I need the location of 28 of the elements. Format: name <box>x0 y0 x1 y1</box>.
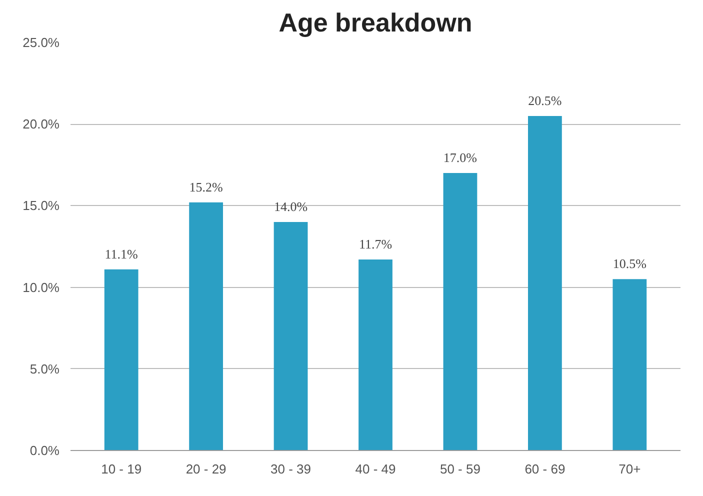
x-tick-label: 70+ <box>618 462 641 476</box>
bar <box>443 173 478 450</box>
data-label: 11.1% <box>104 246 138 262</box>
data-label: 20.5% <box>528 92 562 108</box>
data-label: 14.0% <box>274 199 308 214</box>
y-tick-label: 20.0% <box>22 116 60 132</box>
bar <box>528 116 562 450</box>
x-tick-label: 30 - 39 <box>270 462 312 476</box>
x-tick-label: 60 - 69 <box>524 462 566 476</box>
bar <box>612 279 647 450</box>
y-tick-label: 5.0% <box>30 361 60 376</box>
data-label: 10.5% <box>612 256 647 272</box>
x-tick-label: 20 - 29 <box>186 462 226 476</box>
y-tick-label: 0.0% <box>30 443 60 458</box>
y-tick-label: 15.0% <box>22 198 60 214</box>
data-label: 15.2% <box>189 179 224 194</box>
x-tick-label: 10 - 19 <box>101 462 142 476</box>
y-tick-label: 10.0% <box>22 280 60 295</box>
chart-title: Age breakdown <box>278 8 472 38</box>
bar <box>358 260 392 450</box>
bar <box>104 269 138 450</box>
data-label: 11.7% <box>358 236 392 252</box>
bar <box>189 202 223 450</box>
x-tick-label: 40 - 49 <box>355 462 396 476</box>
x-tick-label: 50 - 59 <box>440 462 480 476</box>
y-tick-label: 25.0% <box>22 35 60 50</box>
data-label: 17.0% <box>443 150 478 166</box>
bar <box>274 222 308 450</box>
